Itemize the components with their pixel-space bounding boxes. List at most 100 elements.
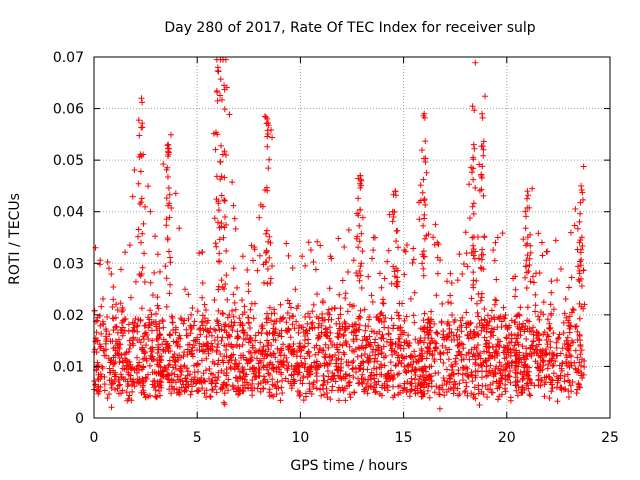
data-point	[326, 324, 333, 331]
data-point	[342, 290, 349, 297]
data-point	[361, 388, 368, 395]
data-point	[266, 389, 273, 396]
data-point	[223, 221, 230, 228]
data-point	[218, 367, 225, 374]
data-point	[203, 333, 210, 340]
data-point	[356, 365, 363, 372]
data-point	[438, 318, 445, 325]
data-point	[149, 337, 156, 344]
data-point	[365, 356, 372, 363]
data-point	[543, 336, 550, 343]
data-point	[501, 315, 508, 322]
data-point	[236, 373, 243, 380]
data-point	[164, 142, 171, 149]
data-point	[234, 284, 241, 291]
data-point	[434, 270, 441, 277]
data-point	[395, 391, 402, 398]
data-point	[296, 391, 303, 398]
data-point	[445, 299, 452, 306]
data-point	[367, 343, 374, 350]
data-point	[538, 239, 545, 246]
data-point	[103, 352, 110, 359]
data-point	[157, 356, 164, 363]
data-point	[354, 353, 361, 360]
data-point	[417, 197, 424, 204]
data-point	[243, 379, 250, 386]
data-point	[522, 361, 529, 368]
data-point	[319, 347, 326, 354]
data-point	[389, 218, 396, 225]
data-point	[469, 203, 476, 210]
data-point	[100, 321, 107, 328]
data-point	[428, 363, 435, 370]
data-point	[577, 237, 584, 244]
data-point	[317, 386, 324, 393]
data-point	[472, 367, 479, 374]
data-point	[95, 387, 102, 394]
data-point	[389, 351, 396, 358]
data-point	[211, 360, 218, 367]
data-point	[357, 206, 364, 213]
data-point	[311, 324, 318, 331]
data-point	[529, 185, 536, 192]
data-point	[213, 56, 220, 63]
data-point	[120, 376, 127, 383]
data-point	[359, 214, 366, 221]
data-point	[443, 388, 450, 395]
data-point	[379, 331, 386, 338]
data-point	[272, 383, 279, 390]
data-point	[381, 275, 388, 282]
data-point	[524, 380, 531, 387]
data-point	[469, 353, 476, 360]
data-point	[581, 357, 588, 364]
data-point	[498, 391, 505, 398]
data-point	[532, 358, 539, 365]
data-point	[535, 230, 542, 237]
data-point	[245, 339, 252, 346]
data-point	[548, 388, 555, 395]
data-point	[188, 325, 195, 332]
data-point	[328, 305, 335, 312]
data-point	[327, 338, 334, 345]
data-point	[130, 334, 137, 341]
data-point	[547, 379, 554, 386]
data-point	[395, 339, 402, 346]
data-point	[232, 356, 239, 363]
data-point	[494, 385, 501, 392]
data-point	[264, 280, 271, 287]
data-point	[196, 347, 203, 354]
data-point	[233, 385, 240, 392]
x-tick-label: 20	[498, 430, 516, 446]
data-point	[310, 259, 317, 266]
data-point	[372, 355, 379, 362]
data-point	[359, 342, 366, 349]
data-point	[365, 316, 372, 323]
data-point	[180, 320, 187, 327]
data-point	[547, 301, 554, 308]
data-point	[472, 361, 479, 368]
data-point	[299, 253, 306, 260]
data-point	[480, 146, 487, 153]
data-point	[466, 181, 473, 188]
data-point	[320, 347, 327, 354]
data-point	[576, 218, 583, 225]
data-point	[216, 250, 223, 257]
data-point	[546, 326, 553, 333]
data-point	[576, 332, 583, 339]
data-point	[314, 291, 321, 298]
data-point	[115, 351, 122, 358]
data-point	[527, 249, 534, 256]
data-point	[357, 307, 364, 314]
data-point	[390, 263, 397, 270]
data-point	[229, 327, 236, 334]
data-point	[218, 277, 225, 284]
data-point	[215, 283, 222, 290]
data-point	[235, 391, 242, 398]
data-point	[546, 350, 553, 357]
data-point	[117, 300, 124, 307]
data-point	[547, 344, 554, 351]
data-point	[361, 306, 368, 313]
data-point	[350, 374, 357, 381]
data-point	[371, 365, 378, 372]
